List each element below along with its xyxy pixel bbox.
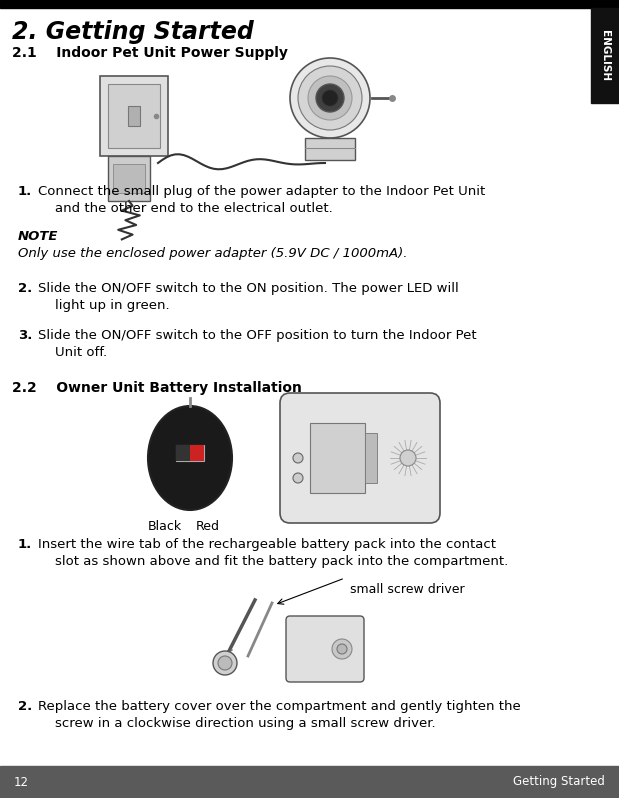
- Bar: [176, 445, 190, 461]
- Text: Insert the wire tab of the rechargeable battery pack into the contact
    slot a: Insert the wire tab of the rechargeable …: [38, 538, 508, 568]
- Text: 1.: 1.: [18, 185, 32, 198]
- Bar: [113, 164, 145, 193]
- Text: Red: Red: [196, 520, 220, 533]
- Circle shape: [337, 644, 347, 654]
- Text: Replace the battery cover over the compartment and gently tighten the
    screw : Replace the battery cover over the compa…: [38, 700, 521, 730]
- Bar: [591, 8, 619, 103]
- Text: 1.: 1.: [18, 538, 32, 551]
- Text: small screw driver: small screw driver: [350, 583, 465, 596]
- Circle shape: [213, 651, 237, 675]
- Text: Slide the ON/OFF switch to the ON position. The power LED will
    light up in g: Slide the ON/OFF switch to the ON positi…: [38, 282, 459, 313]
- Bar: [190, 445, 204, 461]
- Circle shape: [400, 450, 416, 466]
- Text: Black: Black: [148, 520, 182, 533]
- FancyBboxPatch shape: [286, 616, 364, 682]
- Bar: [128, 106, 140, 126]
- Circle shape: [218, 656, 232, 670]
- Bar: [305, 138, 355, 160]
- Bar: [176, 445, 204, 461]
- Circle shape: [308, 76, 352, 120]
- Text: 2.: 2.: [18, 700, 32, 713]
- Text: Only use the enclosed power adapter (5.9V DC / 1000mA).: Only use the enclosed power adapter (5.9…: [18, 247, 407, 260]
- Bar: [108, 84, 160, 148]
- Circle shape: [298, 66, 362, 130]
- Bar: [325, 150, 335, 156]
- Bar: [108, 156, 150, 201]
- Text: 12: 12: [14, 776, 29, 788]
- Circle shape: [316, 84, 344, 112]
- Text: 2. Getting Started: 2. Getting Started: [12, 20, 254, 44]
- Text: Getting Started: Getting Started: [513, 776, 605, 788]
- Text: 2.: 2.: [18, 282, 32, 295]
- Text: Slide the ON/OFF switch to the OFF position to turn the Indoor Pet
    Unit off.: Slide the ON/OFF switch to the OFF posit…: [38, 329, 477, 360]
- Circle shape: [293, 453, 303, 463]
- Circle shape: [293, 473, 303, 483]
- Circle shape: [322, 90, 338, 106]
- Text: ENGLISH: ENGLISH: [600, 30, 610, 81]
- Text: 2.2    Owner Unit Battery Installation: 2.2 Owner Unit Battery Installation: [12, 381, 302, 395]
- Bar: [310, 423, 365, 493]
- Text: Connect the small plug of the power adapter to the Indoor Pet Unit
    and the o: Connect the small plug of the power adap…: [38, 185, 485, 215]
- Bar: [365, 433, 377, 483]
- Bar: [100, 76, 168, 156]
- Text: 2.1    Indoor Pet Unit Power Supply: 2.1 Indoor Pet Unit Power Supply: [12, 46, 288, 60]
- Text: NOTE: NOTE: [18, 230, 58, 243]
- Bar: [0, 766, 619, 798]
- Circle shape: [332, 639, 352, 659]
- Text: 3.: 3.: [18, 329, 32, 342]
- Circle shape: [290, 58, 370, 138]
- FancyBboxPatch shape: [280, 393, 440, 523]
- Bar: [0, 0, 619, 8]
- Ellipse shape: [148, 406, 232, 510]
